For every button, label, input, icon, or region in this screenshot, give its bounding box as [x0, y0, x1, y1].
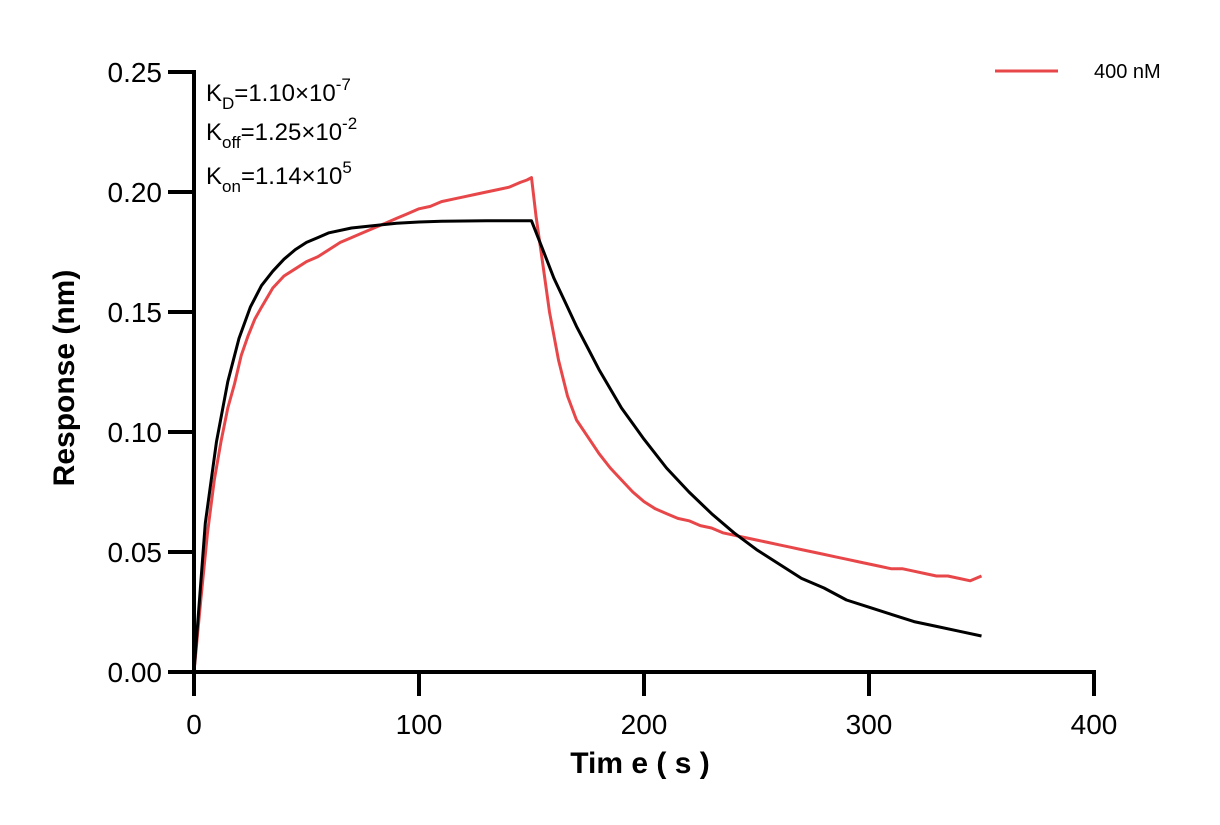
kd-equation: =1.10×10 — [234, 80, 335, 107]
y-axis-title: Response (nm) — [48, 270, 81, 487]
x-tick-label: 400 — [1071, 709, 1118, 740]
kd-exponent: -7 — [336, 75, 351, 94]
koff-exponent: -2 — [342, 114, 357, 133]
x-tick-label: 300 — [846, 709, 893, 740]
legend: 400 nM — [995, 61, 1161, 83]
y-tick-label: 0.10 — [108, 417, 163, 448]
svg-text:Koff=1.25×10-2: Koff=1.25×10-2 — [206, 114, 357, 152]
koff-symbol: K — [206, 119, 222, 146]
kd-symbol: K — [206, 80, 222, 107]
y-tick-label: 0.00 — [108, 657, 163, 688]
axes-layer — [192, 70, 1096, 674]
svg-text:KD=1.10×10-7: KD=1.10×10-7 — [206, 75, 351, 113]
annotation-kd: KD=1.10×10-7 — [206, 75, 351, 113]
x-tick-label: 0 — [186, 709, 202, 740]
y-tick-label: 0.25 — [108, 57, 163, 88]
kon-equation: =1.14×10 — [241, 163, 342, 190]
y-tick-label: 0.20 — [108, 177, 163, 208]
y-tick-label: 0.05 — [108, 537, 163, 568]
ticks-layer: 0.00 0.05 0.10 0.15 0.20 0.25 0 100 200 300 400 — [108, 57, 1118, 740]
kon-symbol: K — [206, 163, 222, 190]
series-line-400nm — [192, 176, 983, 673]
legend-label-400nm: 400 nM — [1094, 61, 1161, 83]
x-tick-label: 200 — [621, 709, 668, 740]
svg-text:Kon=1.14×105: Kon=1.14×105 — [206, 158, 352, 196]
y-tick-label: 0.15 — [108, 297, 163, 328]
series-layer — [192, 176, 983, 673]
fit-curve-line — [192, 219, 982, 673]
x-tick-label: 100 — [396, 709, 443, 740]
annotation-koff: Koff=1.25×10-2 — [206, 114, 357, 152]
kon-subscript: on — [222, 177, 241, 196]
kon-exponent: 5 — [342, 158, 351, 177]
annotation-kon: Kon=1.14×105 — [206, 158, 352, 196]
x-axis-title: Tim e ( s ) — [570, 747, 709, 780]
kd-subscript: D — [222, 94, 234, 113]
koff-subscript: off — [222, 133, 241, 152]
koff-equation: =1.25×10 — [241, 119, 342, 146]
